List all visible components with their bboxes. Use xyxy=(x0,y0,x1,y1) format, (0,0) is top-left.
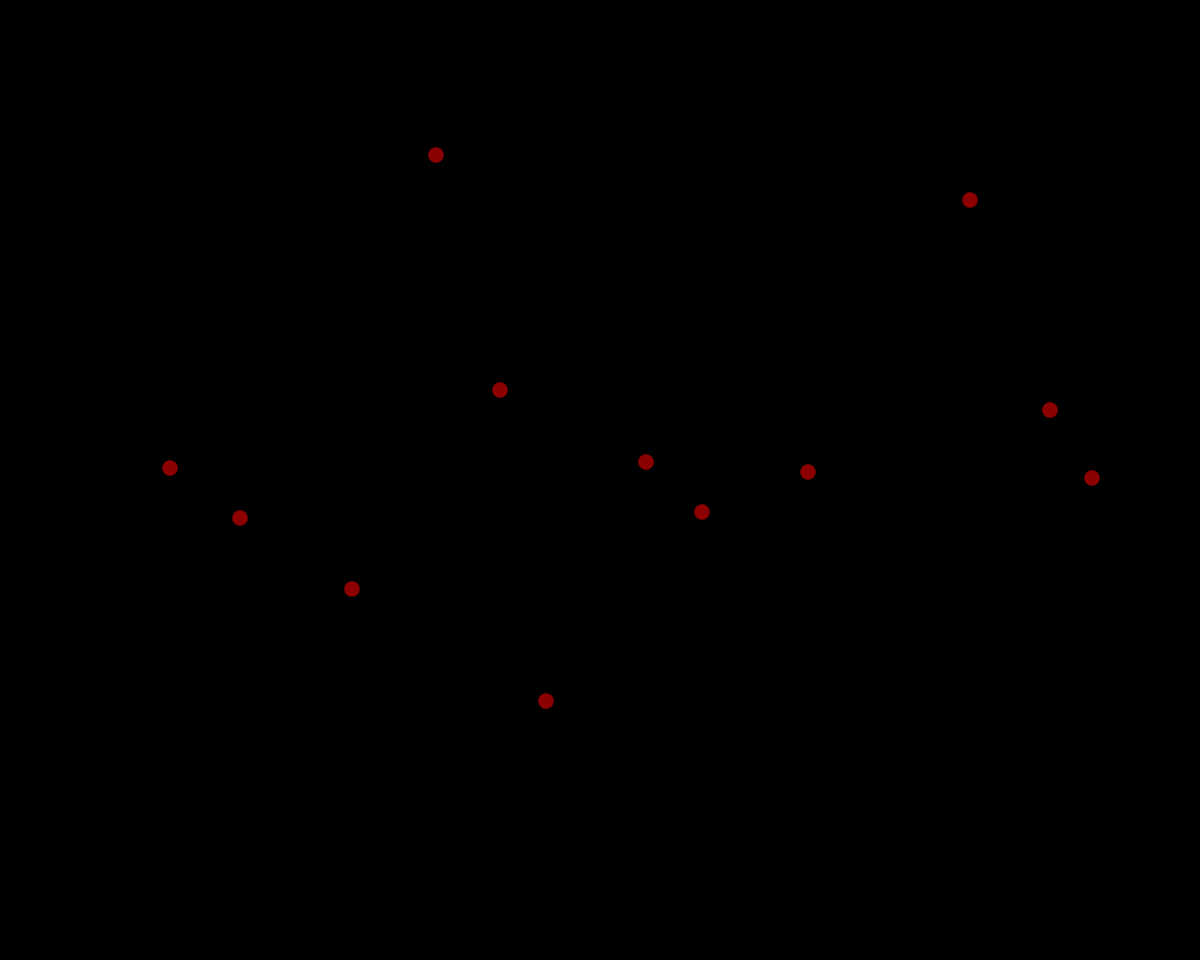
scatter-point xyxy=(638,454,655,471)
scatter-point xyxy=(162,460,179,477)
scatter-point xyxy=(1042,402,1059,419)
scatter-point xyxy=(492,382,509,399)
scatter-point xyxy=(538,693,555,710)
scatter-point xyxy=(232,510,249,527)
scatter-point xyxy=(800,464,817,481)
scatter-chart xyxy=(0,0,1200,960)
chart-background xyxy=(0,0,1200,960)
scatter-chart-svg xyxy=(0,0,1200,960)
scatter-point xyxy=(1084,470,1101,487)
scatter-point xyxy=(962,192,979,209)
scatter-point xyxy=(428,147,445,164)
scatter-point xyxy=(694,504,711,521)
scatter-point xyxy=(344,581,361,598)
